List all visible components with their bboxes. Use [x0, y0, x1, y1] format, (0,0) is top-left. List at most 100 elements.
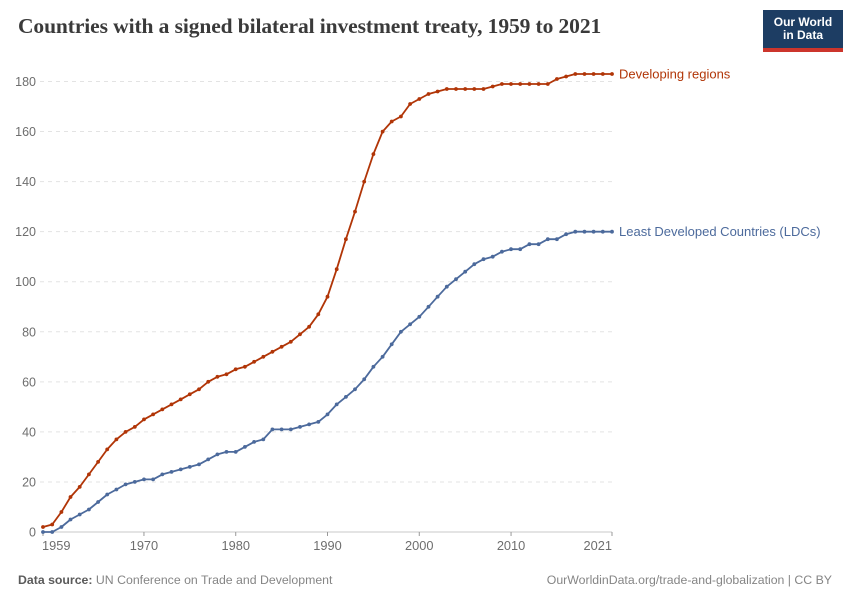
data-point-least-developed-countries-ldcs-2014[interactable]	[545, 237, 550, 242]
data-point-least-developed-countries-ldcs-1959[interactable]	[41, 530, 45, 534]
series-line-developing-regions[interactable]	[42, 73, 612, 528]
data-point-least-developed-countries-ldcs-1991[interactable]	[334, 402, 339, 407]
data-point-developing-regions-2007[interactable]	[481, 87, 486, 91]
data-point-least-developed-countries-ldcs-1979[interactable]	[224, 450, 229, 454]
data-point-least-developed-countries-ldcs-2018[interactable]	[582, 229, 587, 234]
data-point-developing-regions-1972[interactable]	[160, 407, 165, 412]
data-point-least-developed-countries-ldcs-2003[interactable]	[444, 284, 449, 289]
data-point-developing-regions-1982[interactable]	[252, 359, 256, 364]
data-point-least-developed-countries-ldcs-1999[interactable]	[408, 322, 412, 327]
data-point-least-developed-countries-ldcs-1995[interactable]	[371, 364, 376, 369]
data-point-least-developed-countries-ldcs-1980[interactable]	[233, 450, 238, 454]
data-point-least-developed-countries-ldcs-1994[interactable]	[362, 377, 367, 382]
data-point-least-developed-countries-ldcs-1973[interactable]	[169, 470, 174, 474]
data-point-developing-regions-2005[interactable]	[463, 87, 468, 91]
data-point-developing-regions-1976[interactable]	[197, 387, 201, 392]
data-point-least-developed-countries-ldcs-1965[interactable]	[96, 500, 100, 504]
data-point-developing-regions-1994[interactable]	[362, 179, 367, 184]
data-point-least-developed-countries-ldcs-2016[interactable]	[564, 232, 568, 237]
data-point-developing-regions-2018[interactable]	[582, 72, 587, 76]
data-point-developing-regions-1978[interactable]	[215, 374, 220, 379]
data-point-least-developed-countries-ldcs-1983[interactable]	[261, 437, 266, 442]
data-point-developing-regions-1987[interactable]	[298, 332, 302, 337]
data-point-developing-regions-2012[interactable]	[527, 82, 532, 86]
data-point-least-developed-countries-ldcs-1986[interactable]	[288, 427, 293, 432]
data-point-developing-regions-1979[interactable]	[224, 372, 229, 377]
data-point-least-developed-countries-ldcs-1981[interactable]	[243, 445, 247, 449]
data-point-least-developed-countries-ldcs-1967[interactable]	[114, 487, 119, 492]
data-point-developing-regions-2008[interactable]	[490, 84, 495, 89]
data-point-least-developed-countries-ldcs-1961[interactable]	[59, 525, 64, 529]
data-point-developing-regions-1968[interactable]	[123, 430, 128, 434]
data-point-least-developed-countries-ldcs-2020[interactable]	[600, 229, 605, 234]
data-point-least-developed-countries-ldcs-1968[interactable]	[123, 482, 128, 487]
data-point-least-developed-countries-ldcs-2012[interactable]	[527, 242, 532, 247]
data-point-least-developed-countries-ldcs-2002[interactable]	[435, 294, 440, 299]
data-point-least-developed-countries-ldcs-1963[interactable]	[77, 512, 82, 517]
data-point-developing-regions-2017[interactable]	[573, 72, 578, 76]
data-point-developing-regions-2021[interactable]	[610, 72, 614, 76]
data-point-developing-regions-1966[interactable]	[105, 447, 110, 452]
data-point-developing-regions-1984[interactable]	[270, 349, 275, 354]
data-point-least-developed-countries-ldcs-1985[interactable]	[279, 427, 284, 432]
data-point-least-developed-countries-ldcs-1962[interactable]	[68, 517, 73, 522]
data-point-developing-regions-2002[interactable]	[435, 89, 440, 94]
data-point-developing-regions-2009[interactable]	[500, 82, 504, 86]
data-point-developing-regions-1989[interactable]	[316, 312, 321, 317]
data-point-least-developed-countries-ldcs-2008[interactable]	[490, 254, 495, 259]
data-point-developing-regions-1980[interactable]	[233, 367, 238, 372]
data-point-developing-regions-1963[interactable]	[77, 485, 82, 489]
data-point-least-developed-countries-ldcs-1978[interactable]	[215, 452, 220, 457]
data-point-developing-regions-1997[interactable]	[389, 119, 394, 124]
data-point-developing-regions-1985[interactable]	[279, 344, 284, 349]
data-point-least-developed-countries-ldcs-1960[interactable]	[50, 530, 55, 534]
data-point-least-developed-countries-ldcs-1997[interactable]	[389, 342, 394, 347]
data-point-developing-regions-1998[interactable]	[399, 114, 403, 119]
data-point-developing-regions-1995[interactable]	[371, 152, 376, 157]
data-point-least-developed-countries-ldcs-1990[interactable]	[325, 412, 330, 417]
data-point-least-developed-countries-ldcs-1984[interactable]	[270, 427, 275, 432]
data-point-least-developed-countries-ldcs-2015[interactable]	[555, 237, 559, 242]
data-point-developing-regions-2015[interactable]	[555, 77, 559, 81]
data-point-least-developed-countries-ldcs-2011[interactable]	[518, 247, 523, 252]
data-point-developing-regions-1990[interactable]	[325, 294, 330, 299]
data-point-least-developed-countries-ldcs-1966[interactable]	[105, 492, 110, 497]
data-point-developing-regions-1975[interactable]	[187, 392, 192, 397]
data-point-least-developed-countries-ldcs-2005[interactable]	[463, 269, 468, 274]
data-point-developing-regions-2003[interactable]	[444, 87, 449, 91]
data-point-developing-regions-1967[interactable]	[114, 437, 119, 442]
data-point-developing-regions-2014[interactable]	[545, 82, 550, 86]
data-point-developing-regions-1991[interactable]	[334, 267, 339, 272]
data-point-developing-regions-2004[interactable]	[454, 87, 458, 91]
data-point-least-developed-countries-ldcs-2010[interactable]	[509, 247, 513, 252]
data-point-least-developed-countries-ldcs-1992[interactable]	[344, 395, 348, 399]
data-point-developing-regions-2019[interactable]	[591, 72, 596, 76]
data-point-least-developed-countries-ldcs-1987[interactable]	[298, 425, 302, 429]
data-point-least-developed-countries-ldcs-1998[interactable]	[399, 329, 403, 334]
data-point-least-developed-countries-ldcs-2017[interactable]	[573, 229, 578, 234]
data-point-developing-regions-1996[interactable]	[380, 129, 385, 134]
data-point-developing-regions-2006[interactable]	[472, 87, 477, 91]
data-point-least-developed-countries-ldcs-2006[interactable]	[472, 262, 477, 267]
data-point-developing-regions-1961[interactable]	[59, 510, 64, 514]
data-point-least-developed-countries-ldcs-2009[interactable]	[500, 249, 504, 254]
data-point-least-developed-countries-ldcs-1988[interactable]	[307, 422, 311, 427]
data-point-developing-regions-1969[interactable]	[132, 425, 137, 429]
data-point-developing-regions-2020[interactable]	[600, 72, 605, 76]
data-point-least-developed-countries-ldcs-2019[interactable]	[591, 229, 596, 234]
data-point-developing-regions-1971[interactable]	[151, 412, 156, 417]
data-point-developing-regions-1962[interactable]	[68, 495, 73, 499]
data-point-developing-regions-2013[interactable]	[536, 82, 541, 86]
data-point-developing-regions-2016[interactable]	[564, 74, 568, 79]
data-point-least-developed-countries-ldcs-1976[interactable]	[197, 462, 201, 467]
data-point-developing-regions-2000[interactable]	[417, 97, 422, 101]
data-point-least-developed-countries-ldcs-1969[interactable]	[132, 480, 137, 484]
data-point-developing-regions-1965[interactable]	[96, 460, 100, 464]
data-point-least-developed-countries-ldcs-1972[interactable]	[160, 472, 165, 477]
data-point-developing-regions-1959[interactable]	[41, 525, 45, 529]
data-point-developing-regions-1999[interactable]	[408, 102, 412, 106]
series-developing-regions[interactable]: Developing regions	[41, 66, 731, 529]
data-point-developing-regions-1992[interactable]	[344, 237, 348, 242]
data-point-least-developed-countries-ldcs-2001[interactable]	[426, 304, 431, 309]
